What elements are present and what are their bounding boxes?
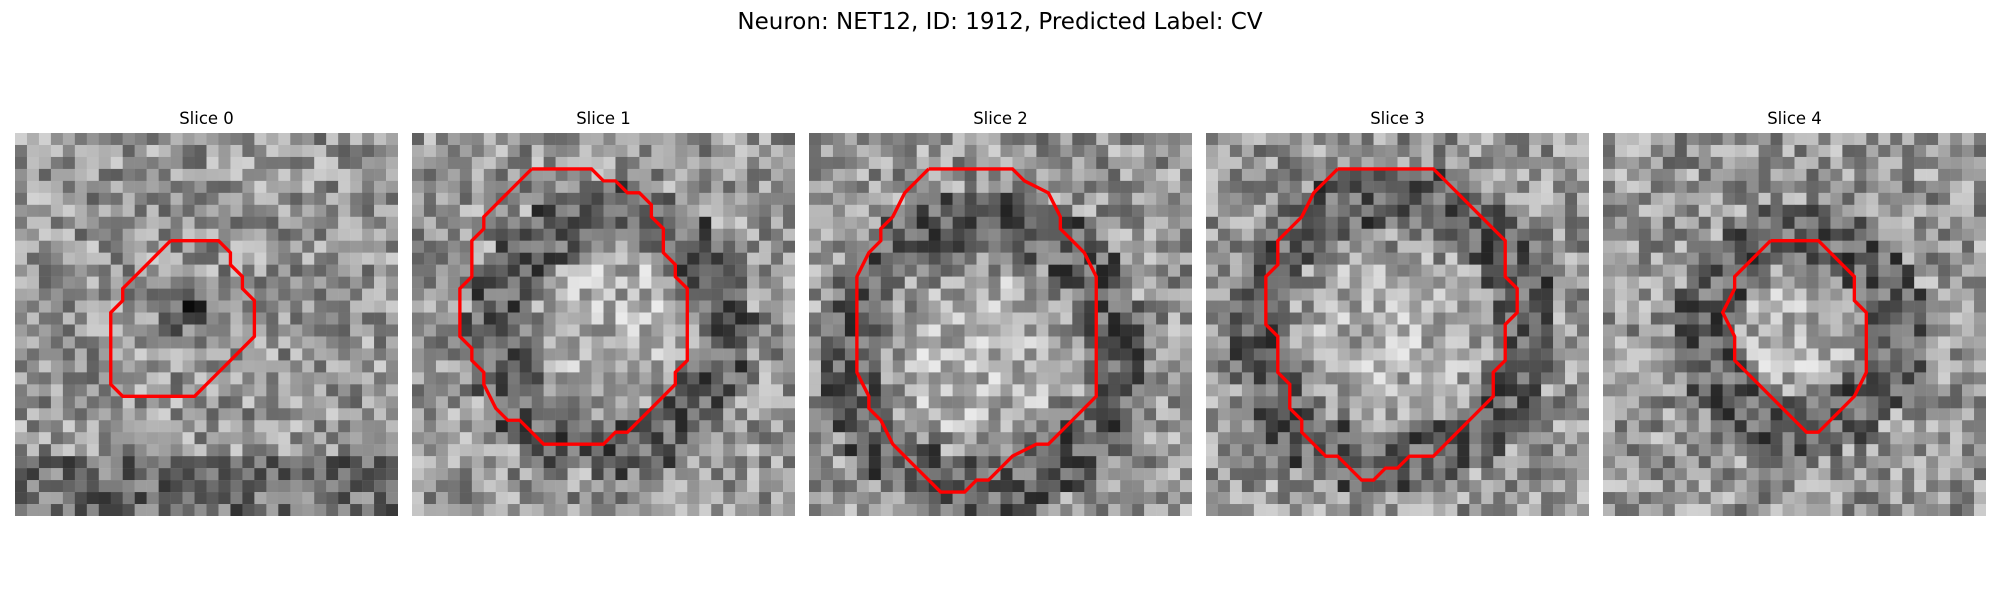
- pixel-grid: [1603, 133, 1986, 516]
- pixel-grid: [15, 133, 398, 516]
- roi-outline: [1720, 239, 1868, 434]
- grayscale-image: [15, 133, 398, 516]
- panel-title: Slice 3: [1370, 109, 1425, 128]
- roi-outline: [458, 167, 689, 446]
- grayscale-image: [1603, 133, 1986, 516]
- panel-title: Slice 1: [576, 109, 631, 128]
- panel-slice-0: Slice 0: [15, 108, 398, 516]
- grayscale-image: [809, 133, 1192, 516]
- panel-slice-4: Slice 4: [1603, 108, 1986, 516]
- grayscale-image: [412, 133, 795, 516]
- grayscale-image: [1206, 133, 1589, 516]
- roi-outline: [855, 167, 1098, 494]
- panel-title: Slice 0: [179, 109, 234, 128]
- pixel-grid: [1206, 133, 1589, 516]
- roi-outline: [109, 239, 257, 398]
- roi-outline: [1264, 167, 1519, 482]
- pixel-grid: [809, 133, 1192, 516]
- panel-slice-3: Slice 3: [1206, 108, 1589, 516]
- figure-title: Neuron: NET12, ID: 1912, Predicted Label…: [737, 9, 1263, 35]
- panel-title: Slice 4: [1767, 109, 1822, 128]
- pixel-grid: [412, 133, 795, 516]
- panel-slice-1: Slice 1: [412, 108, 795, 516]
- panel-title: Slice 2: [973, 109, 1028, 128]
- panel-slice-2: Slice 2: [809, 108, 1192, 516]
